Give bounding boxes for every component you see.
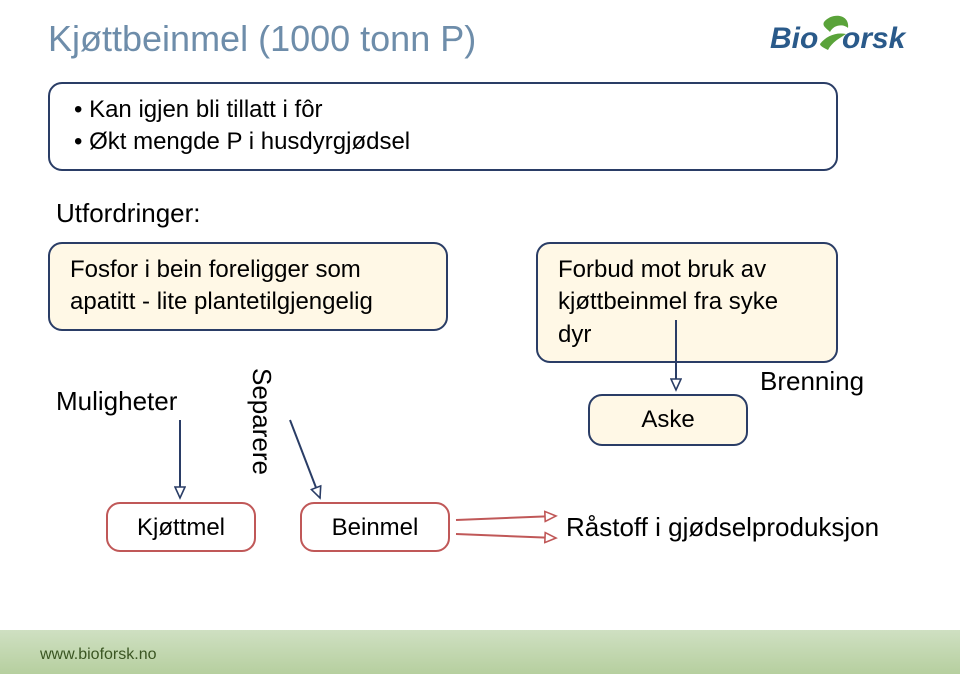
- page-title: Kjøttbeinmel (1000 tonn P): [48, 18, 476, 60]
- title-text: Kjøttbeinmel (1000 tonn P): [48, 18, 476, 59]
- beinmel-text: Beinmel: [332, 514, 419, 541]
- footer-bar: www.bioforsk.no: [0, 630, 960, 674]
- brenning-label: Brenning: [760, 366, 864, 397]
- beinmel-box: Beinmel: [300, 502, 450, 552]
- possibilities-heading: Muligheter: [56, 386, 177, 417]
- apatitt-box: Fosfor i bein foreligger som apatitt - l…: [48, 242, 448, 331]
- kjottmel-text: Kjøttmel: [137, 514, 225, 541]
- footer-url: www.bioforsk.no: [40, 646, 157, 664]
- separere-label: Separere: [246, 368, 277, 475]
- intro-item-1: Kan igjen bli tillatt i fôr: [74, 94, 816, 126]
- kjottmel-box: Kjøttmel: [106, 502, 256, 552]
- forbud-box: Forbud mot bruk av kjøttbeinmel fra syke…: [536, 242, 838, 363]
- intro-box: Kan igjen bli tillatt i fôr Økt mengde P…: [48, 82, 838, 171]
- forbud-text: Forbud mot bruk av kjøttbeinmel fra syke…: [558, 256, 778, 348]
- svg-text:orsk: orsk: [842, 22, 907, 55]
- arrow-beinmel-rastoff-1: [456, 516, 556, 520]
- apatitt-text: Fosfor i bein foreligger som apatitt - l…: [70, 256, 373, 315]
- challenges-heading: Utfordringer:: [56, 198, 201, 229]
- rastoff-label: Råstoff i gjødselproduksjon: [566, 512, 879, 543]
- aske-box: Aske: [588, 394, 748, 446]
- intro-list: Kan igjen bli tillatt i fôr Økt mengde P…: [70, 94, 816, 159]
- intro-item-2: Økt mengde P i husdyrgjødsel: [74, 126, 816, 158]
- arrow-separere-beinmel: [290, 420, 320, 498]
- arrow-beinmel-rastoff-2: [456, 534, 556, 538]
- aske-text: Aske: [641, 406, 694, 433]
- svg-text:Bio: Bio: [770, 22, 818, 55]
- bioforsk-logo: Bio orsk: [770, 14, 920, 62]
